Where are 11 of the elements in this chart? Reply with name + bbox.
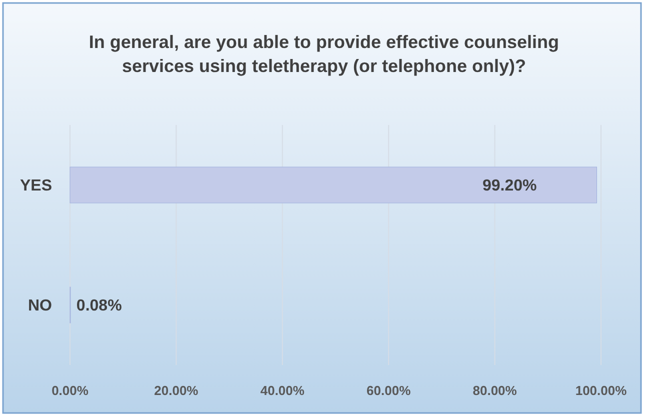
y-tick-label: YES: [20, 178, 52, 195]
x-tick-label: 40.00%: [260, 383, 305, 398]
x-tick-label: 20.00%: [154, 383, 199, 398]
y-tick-label: NO: [28, 298, 52, 315]
x-tick-label: 60.00%: [366, 383, 412, 398]
data-label: 0.08%: [76, 298, 122, 315]
data-label: 99.20%: [482, 178, 537, 195]
x-tick-label: 100.00%: [575, 383, 628, 398]
chart-title: In general, are you able to provide effective counseling services using teletherapy (or telephone only)?: [88, 32, 560, 76]
x-tick-label: 80.00%: [472, 383, 518, 398]
x-tick-label: 0.00%: [52, 383, 89, 398]
